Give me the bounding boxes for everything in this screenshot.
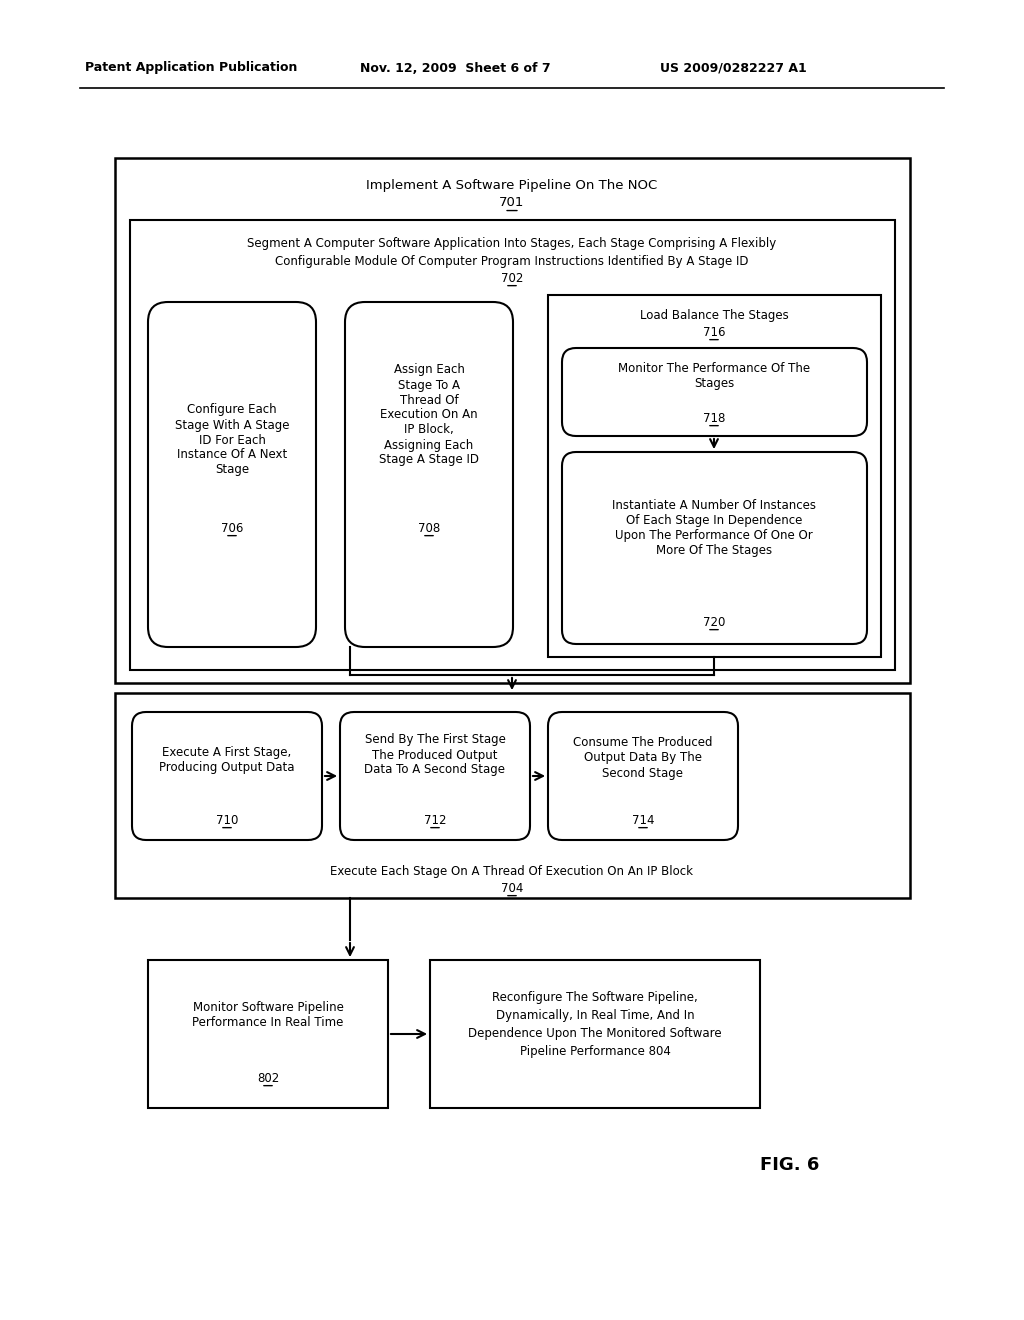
Text: US 2009/0282227 A1: US 2009/0282227 A1 [660, 62, 807, 74]
Bar [148, 960, 388, 1107]
FancyBboxPatch shape [562, 348, 867, 436]
Text: Dynamically, In Real Time, And In: Dynamically, In Real Time, And In [496, 1008, 694, 1022]
Text: Patent Application Publication: Patent Application Publication [85, 62, 297, 74]
Text: 802: 802 [257, 1072, 280, 1085]
FancyBboxPatch shape [340, 711, 530, 840]
Text: Dependence Upon The Monitored Software: Dependence Upon The Monitored Software [468, 1027, 722, 1040]
Text: Load Balance The Stages: Load Balance The Stages [640, 309, 788, 322]
Text: Execute A First Stage,
Producing Output Data: Execute A First Stage, Producing Output … [160, 746, 295, 774]
Text: 716: 716 [702, 326, 725, 338]
FancyBboxPatch shape [345, 302, 513, 647]
Text: Segment A Computer Software Application Into Stages, Each Stage Comprising A Fle: Segment A Computer Software Application … [248, 238, 776, 251]
FancyBboxPatch shape [132, 711, 322, 840]
Text: 712: 712 [424, 813, 446, 826]
Text: 706: 706 [221, 521, 243, 535]
Text: Consume The Produced
Output Data By The
Second Stage: Consume The Produced Output Data By The … [573, 737, 713, 780]
Text: Send By The First Stage
The Produced Output
Data To A Second Stage: Send By The First Stage The Produced Out… [365, 734, 506, 776]
Text: 720: 720 [702, 615, 725, 628]
Text: 710: 710 [216, 813, 239, 826]
Text: Execute Each Stage On A Thread Of Execution On An IP Block: Execute Each Stage On A Thread Of Execut… [331, 866, 693, 879]
Bar [548, 294, 881, 657]
Text: 704: 704 [501, 882, 523, 895]
Text: FIG. 6: FIG. 6 [760, 1156, 819, 1173]
Text: 708: 708 [418, 521, 440, 535]
Text: 718: 718 [702, 412, 725, 425]
Text: Pipeline Performance 804: Pipeline Performance 804 [519, 1044, 671, 1057]
Text: Configure Each
Stage With A Stage
ID For Each
Instance Of A Next
Stage: Configure Each Stage With A Stage ID For… [175, 404, 289, 477]
Bar [430, 960, 760, 1107]
Text: Reconfigure The Software Pipeline,: Reconfigure The Software Pipeline, [493, 990, 698, 1003]
FancyBboxPatch shape [148, 302, 316, 647]
Text: 701: 701 [500, 195, 524, 209]
Text: 702: 702 [501, 272, 523, 285]
FancyBboxPatch shape [548, 711, 738, 840]
Text: Monitor The Performance Of The
Stages: Monitor The Performance Of The Stages [617, 362, 810, 389]
Text: 714: 714 [632, 813, 654, 826]
Bar [130, 220, 895, 671]
Text: Instantiate A Number Of Instances
Of Each Stage In Dependence
Upon The Performan: Instantiate A Number Of Instances Of Eac… [612, 499, 816, 557]
Text: Configurable Module Of Computer Program Instructions Identified By A Stage ID: Configurable Module Of Computer Program … [275, 255, 749, 268]
Text: Nov. 12, 2009  Sheet 6 of 7: Nov. 12, 2009 Sheet 6 of 7 [360, 62, 551, 74]
Text: Implement A Software Pipeline On The NOC: Implement A Software Pipeline On The NOC [367, 178, 657, 191]
Bar [115, 693, 910, 898]
Text: Assign Each
Stage To A
Thread Of
Execution On An
IP Block,
Assigning Each
Stage : Assign Each Stage To A Thread Of Executi… [379, 363, 479, 466]
Text: Monitor Software Pipeline
Performance In Real Time: Monitor Software Pipeline Performance In… [193, 1001, 344, 1030]
Bar [115, 158, 910, 682]
FancyBboxPatch shape [562, 451, 867, 644]
